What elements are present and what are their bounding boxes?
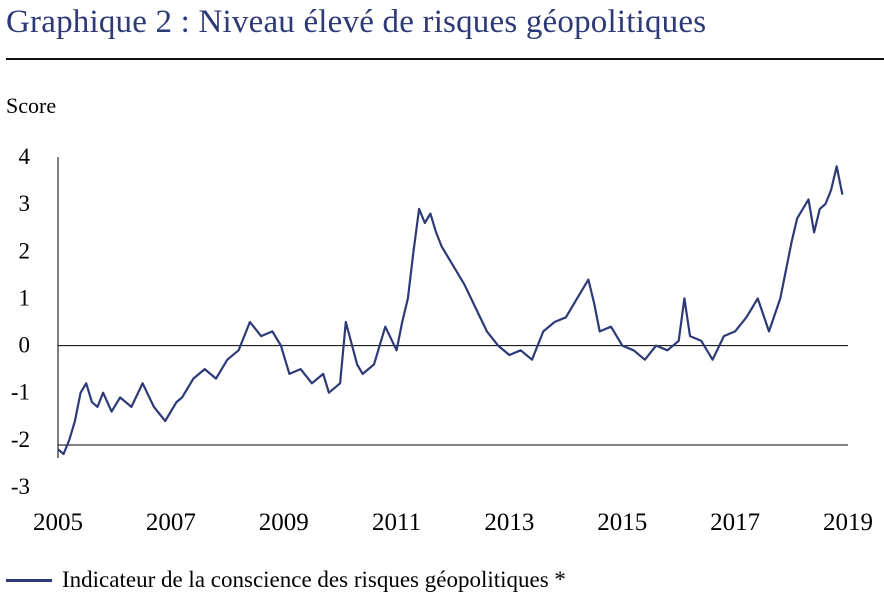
- legend-line-swatch: [6, 578, 52, 582]
- legend-label: Indicateur de la conscience des risques …: [62, 567, 566, 592]
- x-tick-label: 2007: [146, 509, 196, 536]
- chart-title: Graphique 2 : Niveau élevé de risques gé…: [6, 4, 707, 40]
- y-axis-label: Score: [6, 93, 57, 118]
- y-tick-label: 4: [19, 144, 31, 169]
- legend: Indicateur de la conscience des risques …: [6, 567, 566, 593]
- y-tick-label: 2: [19, 238, 31, 263]
- x-tick-label: 2019: [823, 509, 873, 536]
- series-line: [57, 165, 844, 456]
- x-tick-label: 2005: [33, 509, 83, 536]
- title-divider: [6, 58, 884, 60]
- x-tick-label: 2011: [372, 509, 421, 536]
- x-tick-label: 2013: [484, 509, 534, 536]
- axes-layer: [57, 157, 848, 458]
- series-layer: [57, 165, 844, 456]
- x-tick-label: 2017: [710, 509, 760, 536]
- y-tick-label: 0: [19, 333, 31, 358]
- y-tick-label: 1: [19, 285, 31, 310]
- y-tick-label: -3: [11, 474, 30, 499]
- y-tick-label: -2: [11, 427, 30, 452]
- x-tick-label: 2015: [597, 509, 647, 536]
- y-tick-label: 3: [19, 191, 31, 216]
- x-tick-label: 2009: [259, 509, 309, 536]
- y-tick-label: -1: [11, 380, 30, 405]
